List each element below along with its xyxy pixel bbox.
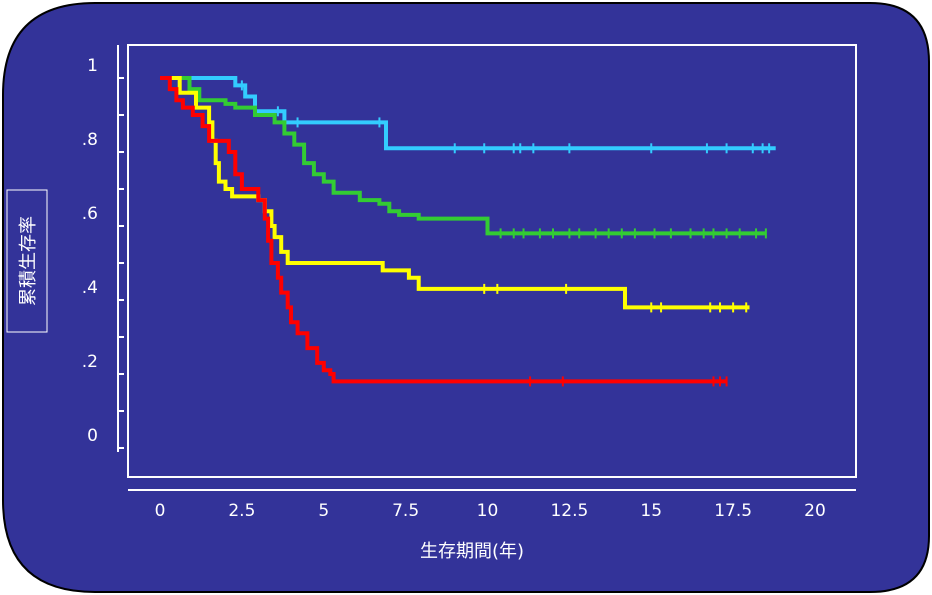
y-tick-label: 0	[87, 426, 98, 446]
y-tick-label: .8	[82, 130, 98, 150]
y-axis-title: 累積生存率	[18, 216, 39, 306]
x-tick-label: 15	[640, 501, 662, 521]
x-tick-label: 5	[318, 501, 329, 521]
x-tick-label: 7.5	[392, 501, 419, 521]
x-tick-label: 0	[155, 501, 166, 521]
x-tick-label: 2.5	[228, 501, 255, 521]
y-tick-label: 1	[87, 56, 98, 76]
x-tick-label: 10	[477, 501, 499, 521]
x-tick-label: 12.5	[550, 501, 588, 521]
x-axis-title: 生存期間(年)	[420, 541, 524, 562]
x-axis-tick-labels: 0 2.5 5 7.5 10 12.5 15 17.5 20	[155, 501, 826, 521]
x-tick-label: 20	[804, 501, 826, 521]
x-tick-label: 17.5	[714, 501, 752, 521]
y-tick-label: .2	[82, 352, 98, 372]
y-tick-label: .6	[82, 204, 98, 224]
y-tick-label: .4	[82, 278, 98, 298]
background-panel	[3, 3, 929, 592]
